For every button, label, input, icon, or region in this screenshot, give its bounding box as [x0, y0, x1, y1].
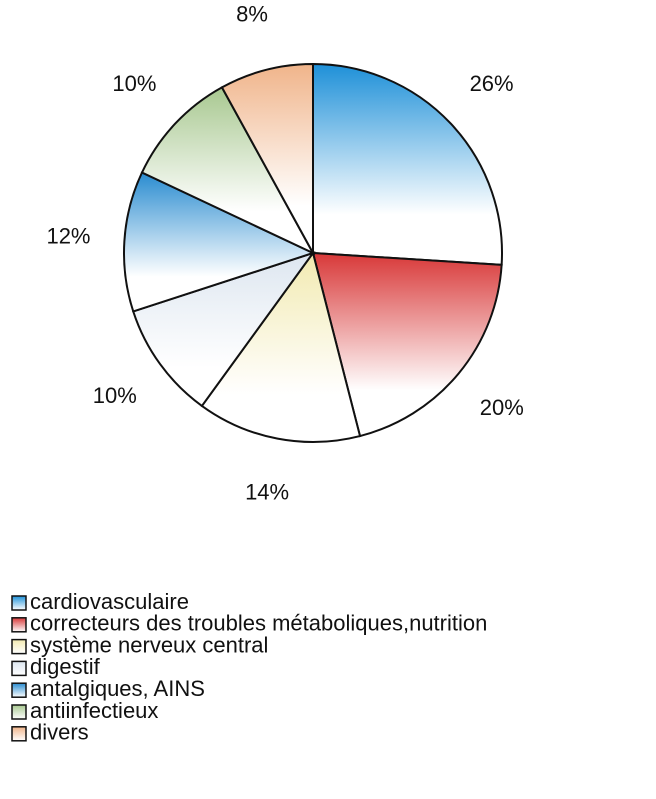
legend-swatch — [11, 726, 27, 742]
legend-swatch — [11, 682, 27, 698]
data-label: 12% — [46, 223, 90, 248]
legend-label: digestif — [30, 654, 101, 679]
legend-swatch — [11, 704, 27, 720]
legend-swatch — [11, 595, 27, 611]
legend-label: correcteurs des troubles métaboliques,nu… — [30, 611, 487, 636]
pie-slice — [200, 250, 362, 443]
legend-label: divers — [30, 720, 89, 745]
data-label: 20% — [480, 395, 524, 420]
data-label: 14% — [245, 479, 289, 504]
legend-label: antiinfectieux — [30, 698, 158, 723]
legend-label: système nerveux central — [30, 632, 268, 657]
pie-slice — [131, 251, 316, 408]
pie-slice — [140, 86, 316, 256]
legend-label: antalgiques, AINS — [30, 676, 205, 701]
legend-swatch — [11, 660, 27, 677]
legend-label: cardiovasculaire — [30, 589, 189, 614]
legend-swatch — [11, 617, 27, 633]
data-label: 10% — [93, 383, 137, 408]
pie-slice — [123, 171, 316, 313]
pie-slice — [220, 62, 314, 254]
data-label: 26% — [470, 71, 514, 96]
data-label: 10% — [112, 71, 156, 96]
data-label: 8% — [236, 2, 268, 27]
legend-swatch — [11, 638, 27, 655]
pie-slice — [312, 62, 503, 266]
pie-slice — [311, 251, 503, 438]
